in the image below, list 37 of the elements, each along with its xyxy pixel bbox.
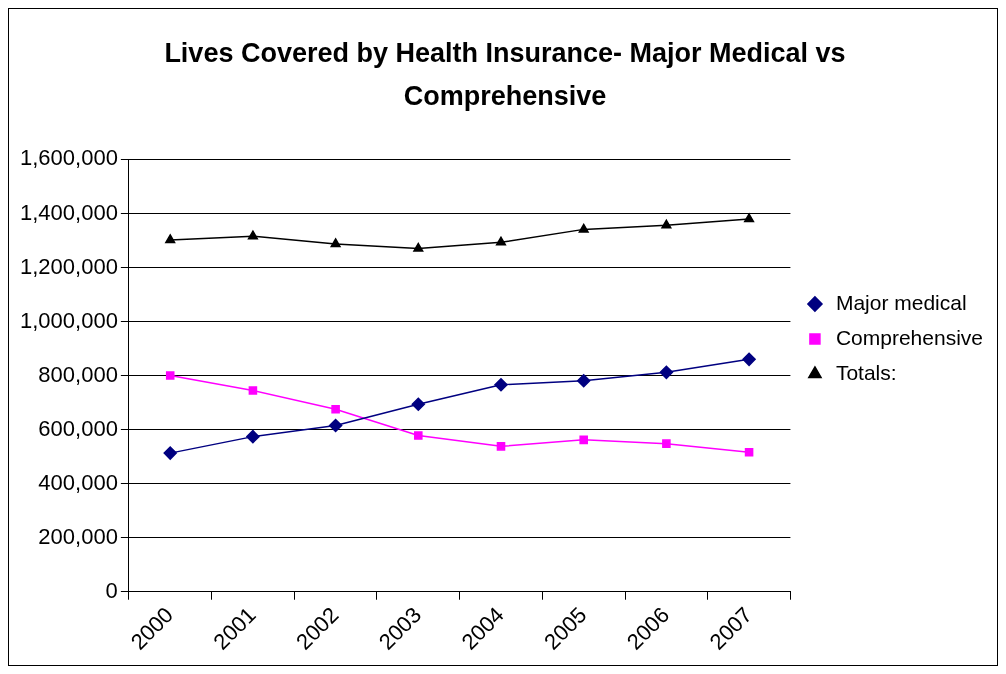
point [247,230,258,240]
point [330,238,341,248]
point [496,442,506,451]
point [661,219,672,229]
legend-label: Totals: [835,360,897,384]
y-tick-label: 0 [105,577,118,603]
point [742,352,756,367]
y-tick-label: 200,000 [38,523,118,549]
point [165,371,175,380]
y-tick-label: 1,400,000 [20,199,118,225]
point [163,446,177,460]
point [248,386,258,395]
y-tick-label: 1,000,000 [20,307,118,333]
point [495,236,507,246]
point [662,439,671,448]
point [579,435,588,445]
point [744,448,754,457]
point [576,373,591,388]
y-tick-label: 1,200,000 [20,253,118,279]
y-tick-label: 600,000 [38,415,118,441]
point [494,378,508,392]
point [744,213,755,223]
point [411,397,426,411]
legend-label: Comprehensive [835,325,984,349]
y-tick-label: 400,000 [38,469,118,495]
chart-title: Lives Covered by Health Insurance- Major Medical vs Comprehensive [164,38,846,112]
point [165,234,176,244]
y-tick-label: 800,000 [38,361,118,387]
legend-label: Major medical [835,290,967,314]
y-tick-label: 1,600,000 [20,145,118,171]
point [331,405,340,414]
point [578,223,589,233]
point [328,418,343,433]
point [414,431,423,440]
point [246,429,260,444]
point [413,242,424,252]
point [659,365,674,380]
